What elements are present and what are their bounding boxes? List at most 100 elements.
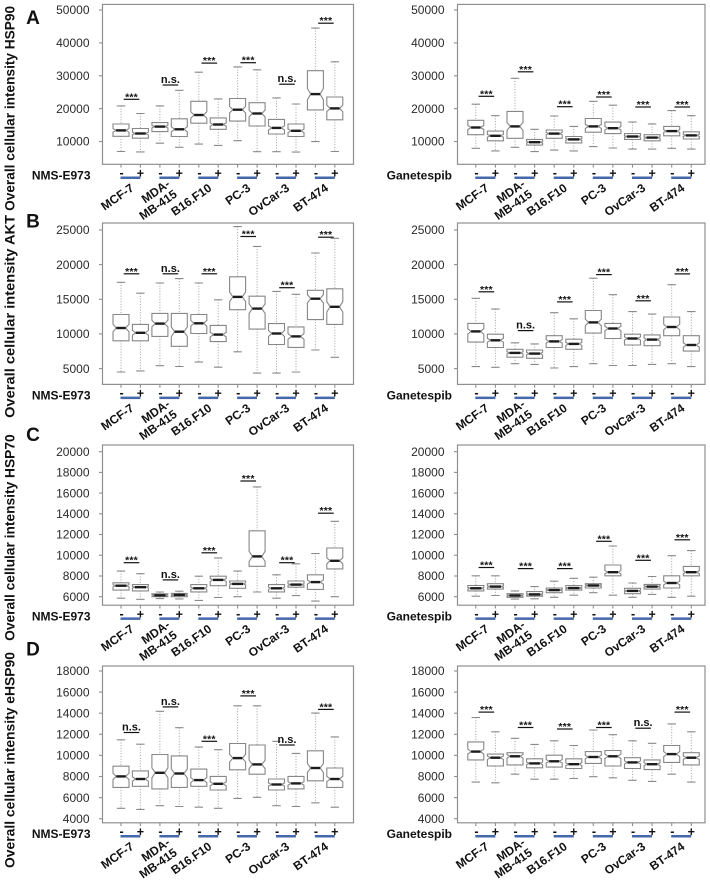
svg-text:***: ***: [242, 229, 256, 241]
svg-text:4000: 4000: [63, 812, 90, 826]
svg-text:n.s.: n.s.: [516, 320, 535, 332]
svg-text:-: -: [670, 607, 674, 621]
svg-text:Overall cellular intensity HSP: Overall cellular intensity HSP90: [2, 6, 18, 211]
svg-text:18000: 18000: [411, 664, 445, 678]
svg-text:n.s.: n.s.: [161, 263, 180, 275]
svg-text:25000: 25000: [411, 223, 445, 237]
svg-text:B: B: [26, 212, 40, 233]
svg-text:+: +: [215, 825, 222, 839]
svg-text:-: -: [631, 825, 635, 839]
svg-text:20000: 20000: [56, 258, 90, 272]
svg-text:n.s.: n.s.: [161, 74, 180, 86]
svg-text:40000: 40000: [56, 36, 90, 50]
svg-text:-: -: [474, 607, 478, 621]
svg-text:NMS-E973: NMS-E973: [32, 169, 91, 183]
svg-text:10000: 10000: [56, 549, 90, 563]
svg-text:-: -: [120, 166, 124, 180]
svg-text:6000: 6000: [63, 791, 90, 805]
svg-text:20000: 20000: [411, 258, 445, 272]
svg-text:+: +: [176, 607, 183, 621]
svg-text:+: +: [176, 825, 183, 839]
svg-text:12000: 12000: [411, 728, 445, 742]
svg-text:-: -: [314, 825, 318, 839]
svg-text:-: -: [474, 166, 478, 180]
svg-text:-: -: [553, 166, 557, 180]
svg-text:16000: 16000: [56, 486, 90, 500]
svg-text:16000: 16000: [411, 486, 445, 500]
svg-text:-: -: [120, 607, 124, 621]
svg-text:+: +: [688, 825, 695, 839]
svg-text:5000: 5000: [418, 362, 445, 376]
svg-text:-: -: [275, 607, 279, 621]
svg-text:***: ***: [242, 473, 256, 485]
svg-text:+: +: [609, 167, 616, 181]
svg-text:-: -: [592, 607, 596, 621]
svg-text:6000: 6000: [63, 590, 90, 604]
svg-text:+: +: [531, 825, 538, 839]
svg-text:***: ***: [558, 721, 572, 733]
svg-text:***: ***: [519, 64, 533, 76]
svg-text:8000: 8000: [418, 770, 445, 784]
svg-text:***: ***: [637, 552, 651, 564]
svg-text:***: ***: [637, 99, 651, 111]
svg-text:***: ***: [281, 280, 295, 292]
svg-text:***: ***: [519, 720, 533, 732]
svg-text:+: +: [137, 387, 144, 401]
svg-text:***: ***: [125, 91, 139, 103]
svg-text:-: -: [514, 166, 518, 180]
svg-text:10000: 10000: [411, 749, 445, 763]
svg-text:***: ***: [597, 533, 611, 545]
svg-text:+: +: [492, 825, 499, 839]
svg-text:6000: 6000: [418, 791, 445, 805]
svg-text:+: +: [331, 607, 338, 621]
svg-text:+: +: [292, 387, 299, 401]
svg-text:n.s.: n.s.: [122, 722, 141, 734]
svg-text:-: -: [158, 166, 162, 180]
svg-text:16000: 16000: [56, 685, 90, 699]
svg-text:6000: 6000: [418, 590, 445, 604]
svg-text:+: +: [688, 607, 695, 621]
svg-text:Overall cellular intensity HSP: Overall cellular intensity HSP70: [2, 434, 18, 641]
svg-text:25000: 25000: [56, 223, 90, 237]
svg-text:-: -: [592, 825, 596, 839]
svg-text:8000: 8000: [63, 569, 90, 583]
svg-text:-: -: [670, 166, 674, 180]
svg-text:16000: 16000: [411, 685, 445, 699]
svg-text:Ganetespib: Ganetespib: [387, 610, 452, 624]
svg-text:18000: 18000: [56, 664, 90, 678]
svg-text:Overall cellular intensity AKT: Overall cellular intensity AKT: [2, 214, 18, 417]
svg-text:+: +: [688, 387, 695, 401]
svg-text:+: +: [176, 167, 183, 181]
svg-text:-: -: [592, 386, 596, 400]
svg-text:+: +: [492, 607, 499, 621]
svg-text:5000: 5000: [63, 362, 90, 376]
svg-text:+: +: [215, 167, 222, 181]
svg-text:***: ***: [676, 704, 690, 716]
svg-text:-: -: [120, 825, 124, 839]
svg-text:+: +: [215, 607, 222, 621]
svg-text:***: ***: [203, 266, 217, 278]
svg-text:-: -: [553, 607, 557, 621]
svg-text:-: -: [553, 825, 557, 839]
svg-text:***: ***: [319, 15, 333, 27]
svg-text:+: +: [570, 387, 577, 401]
svg-text:+: +: [492, 387, 499, 401]
svg-text:14000: 14000: [411, 507, 445, 521]
svg-text:-: -: [197, 607, 201, 621]
svg-text:-: -: [158, 825, 162, 839]
svg-text:+: +: [137, 607, 144, 621]
svg-text:A: A: [26, 8, 40, 29]
svg-text:-: -: [670, 386, 674, 400]
svg-text:+: +: [331, 825, 338, 839]
svg-text:+: +: [253, 607, 260, 621]
svg-text:***: ***: [125, 555, 139, 567]
svg-text:***: ***: [480, 704, 494, 716]
svg-text:-: -: [197, 166, 201, 180]
svg-text:***: ***: [125, 266, 139, 278]
svg-text:-: -: [553, 386, 557, 400]
svg-text:+: +: [648, 167, 655, 181]
svg-text:15000: 15000: [56, 293, 90, 307]
svg-text:50000: 50000: [56, 3, 90, 17]
svg-text:Overall cellular intensity eHS: Overall cellular intensity eHSP90: [2, 652, 18, 868]
svg-text:***: ***: [558, 99, 572, 111]
